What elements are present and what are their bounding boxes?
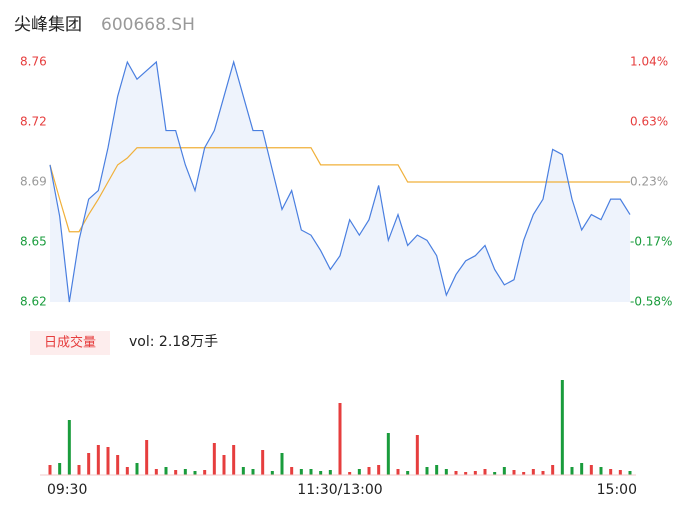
volume-bar — [241, 467, 245, 475]
volume-bar — [473, 471, 477, 475]
volume-bar — [145, 440, 149, 475]
volume-tag-bg — [30, 331, 110, 355]
volume-bar — [580, 463, 584, 475]
volume-bar — [512, 470, 516, 475]
volume-bar — [377, 465, 381, 475]
y2-tick-label: 0.23% — [630, 175, 668, 189]
volume-bar — [367, 467, 371, 475]
volume-bar — [464, 472, 468, 475]
volume-bar — [551, 465, 555, 475]
volume-bar — [48, 465, 52, 475]
average-line — [49, 147, 630, 233]
volume-bar — [251, 469, 255, 475]
y-tick-label: 8.72 — [20, 115, 47, 129]
y2-tick-label: -0.58% — [630, 295, 672, 309]
volume-bar — [203, 470, 207, 475]
y-tick-label: 8.65 — [20, 235, 47, 249]
volume-bar — [58, 463, 62, 475]
x-tick-label: 09:30 — [47, 482, 87, 498]
volume-bar — [483, 469, 487, 475]
volume-bar — [116, 455, 120, 475]
volume-bar — [493, 472, 497, 475]
y2-tick-label: -0.17% — [630, 235, 672, 249]
y-tick-label: 8.62 — [20, 295, 47, 309]
x-tick-label: 11:30/13:00 — [297, 482, 382, 498]
volume-bar — [232, 445, 236, 475]
volume-bar — [348, 472, 352, 475]
volume-bar — [338, 403, 342, 475]
volume-bar — [396, 469, 400, 475]
x-tick-label: 15:00 — [597, 482, 637, 498]
volume-bar — [328, 470, 332, 475]
volume-bar — [135, 463, 139, 475]
volume-summary: vol: 2.18万手 — [129, 334, 218, 350]
volume-bar — [164, 467, 168, 475]
volume-bar — [444, 469, 448, 475]
volume-bar — [357, 469, 361, 475]
volume-bar — [96, 445, 100, 475]
volume-bar — [183, 469, 187, 475]
volume-bar — [106, 447, 110, 475]
volume-bar — [299, 469, 303, 475]
price-line — [49, 59, 631, 303]
volume-bar — [599, 467, 603, 475]
volume-bar — [425, 467, 429, 475]
volume-bar — [193, 471, 197, 475]
price-area — [50, 62, 630, 302]
volume-bar — [415, 435, 419, 475]
volume-bar — [609, 469, 613, 475]
stock-code: 600668.SH — [101, 15, 195, 35]
volume-bar — [406, 471, 410, 475]
volume-bar — [280, 453, 284, 475]
volume-bar — [309, 469, 313, 475]
volume-bar — [212, 443, 216, 475]
volume-bar — [560, 380, 564, 475]
stock-name: 尖峰集团 — [14, 15, 82, 35]
volume-bar — [618, 470, 622, 475]
volume-bar — [386, 433, 390, 475]
volume-bar — [290, 467, 294, 475]
y2-tick-label: 1.04% — [630, 55, 668, 69]
y-tick-label: 8.69 — [20, 175, 47, 189]
volume-bar — [628, 471, 632, 475]
volume-bar — [87, 453, 91, 475]
volume-bar — [174, 470, 178, 475]
y2-tick-label: 0.63% — [630, 115, 668, 129]
volume-bar — [502, 467, 506, 475]
y-tick-label: 8.76 — [20, 55, 47, 69]
volume-bar — [154, 469, 158, 475]
volume-bar — [319, 471, 323, 475]
volume-bar — [541, 471, 545, 475]
volume-bar — [67, 420, 71, 475]
volume-bar — [454, 471, 458, 475]
volume-bar — [570, 467, 574, 475]
volume-bar — [522, 472, 526, 475]
volume-bar — [125, 467, 129, 475]
volume-bar — [270, 471, 274, 475]
volume-bar — [589, 465, 593, 475]
volume-bar — [261, 450, 265, 475]
volume-bar — [435, 465, 439, 475]
volume-tag: 日成交量 — [44, 335, 96, 351]
volume-bar — [222, 455, 226, 475]
volume-bar — [77, 465, 81, 475]
volume-bar — [531, 469, 535, 475]
